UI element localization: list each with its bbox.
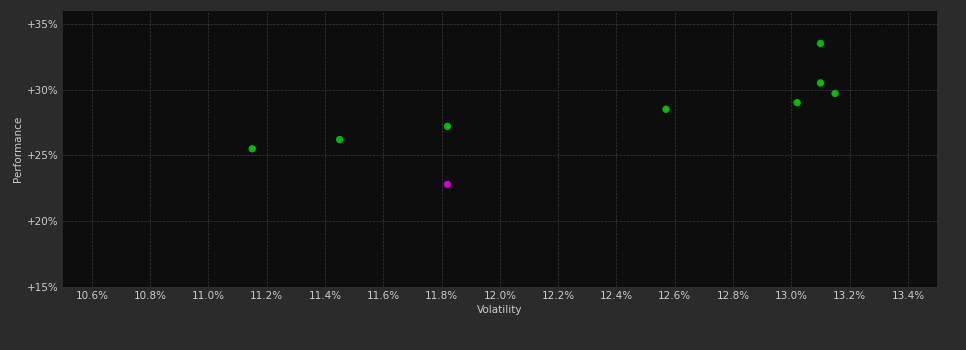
X-axis label: Volatility: Volatility xyxy=(477,305,523,315)
Point xyxy=(812,80,828,86)
Point xyxy=(440,124,455,129)
Point xyxy=(812,41,828,46)
Point xyxy=(827,91,842,96)
Point xyxy=(244,146,260,152)
Y-axis label: Performance: Performance xyxy=(13,116,23,182)
Point xyxy=(332,137,348,142)
Point xyxy=(440,182,455,187)
Point xyxy=(658,106,673,112)
Point xyxy=(789,100,805,105)
